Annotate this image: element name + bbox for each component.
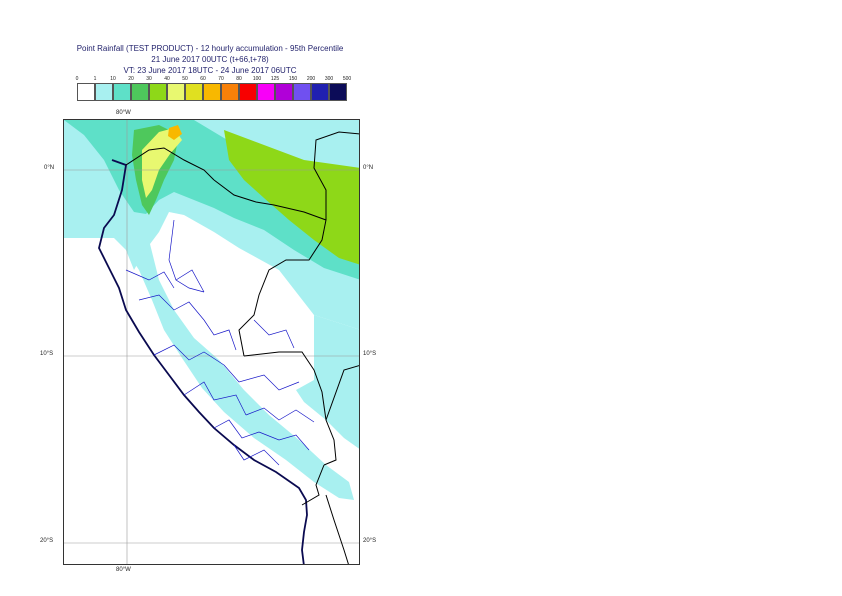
legend-threshold-label: 1 [93,76,97,82]
legend-threshold-label: 200 [306,76,316,82]
rain-area-coastal [126,230,354,500]
run-time-label: 21 June 2017 00UTC (t+66,t+78) [151,55,269,64]
legend-color-swatch [329,83,347,101]
legend-threshold-label: 150 [288,76,298,82]
legend-threshold-label: 0 [75,76,79,82]
legend-color-swatch [293,83,311,101]
legend-color-swatch [221,83,239,101]
lat-label-20s-right: 20°S [363,538,377,544]
lat-label-10s-left: 10°S [40,351,54,357]
rainfall-map [63,119,360,565]
lat-label-10s-right: 10°S [363,351,377,357]
legend-color-swatch [311,83,329,101]
regional-borders [125,219,315,466]
border-brazil-bolivia [325,365,359,421]
legend-threshold-label: 10 [110,76,116,82]
legend-color-swatch [95,83,113,101]
border-peru-bolivia [301,464,325,506]
rain-area-green [224,130,359,265]
legend-color-swatch [185,83,203,101]
rain-area-east [296,315,359,449]
border-colombia-ecuador [125,147,215,181]
chart-title: Point Rainfall (TEST PRODUCT) - 12 hourl… [76,44,344,53]
legend-threshold-label: 50 [182,76,188,82]
border-ecuador-peru [213,179,327,357]
legend-threshold-label: 80 [236,76,242,82]
legend-threshold-label: 20 [128,76,134,82]
rainfall-shading [64,120,359,500]
legend-color-swatch [131,83,149,101]
legend-threshold-label: 30 [146,76,152,82]
legend-color-swatch [149,83,167,101]
legend-threshold-label: 125 [270,76,280,82]
legend-color-swatch [239,83,257,101]
legend-threshold-label: 60 [200,76,206,82]
lon-label-top: 80°W [116,110,131,116]
legend-color-swatch [203,83,221,101]
map-svg [64,120,359,564]
rain-area-orange [168,125,182,140]
legend-threshold-label: 500 [342,76,352,82]
legend-threshold-label: 40 [164,76,170,82]
legend-color-swatch [257,83,275,101]
lat-label-0-right: 0°N [363,165,374,171]
lat-label-0-left: 0°N [44,165,55,171]
legend-threshold-label: 70 [218,76,224,82]
legend-color-swatch [167,83,185,101]
legend-color-swatch [275,83,293,101]
legend-color-swatch [113,83,131,101]
national-borders [125,131,359,564]
lon-label-bottom: 80°W [116,567,131,573]
legend-color-swatch [77,83,95,101]
legend-threshold-label: 300 [324,76,334,82]
border-brazil-colombia [313,131,359,220]
lat-label-20s-left: 20°S [40,538,54,544]
legend-threshold-label: 100 [252,76,262,82]
rain-area-yellow [142,128,182,198]
graticule [64,120,359,564]
validity-time-label: VT: 23 June 2017 18UTC - 24 June 2017 06… [123,66,297,75]
border-peru-brazil [243,351,337,466]
border-bolivia-chile [325,494,349,564]
